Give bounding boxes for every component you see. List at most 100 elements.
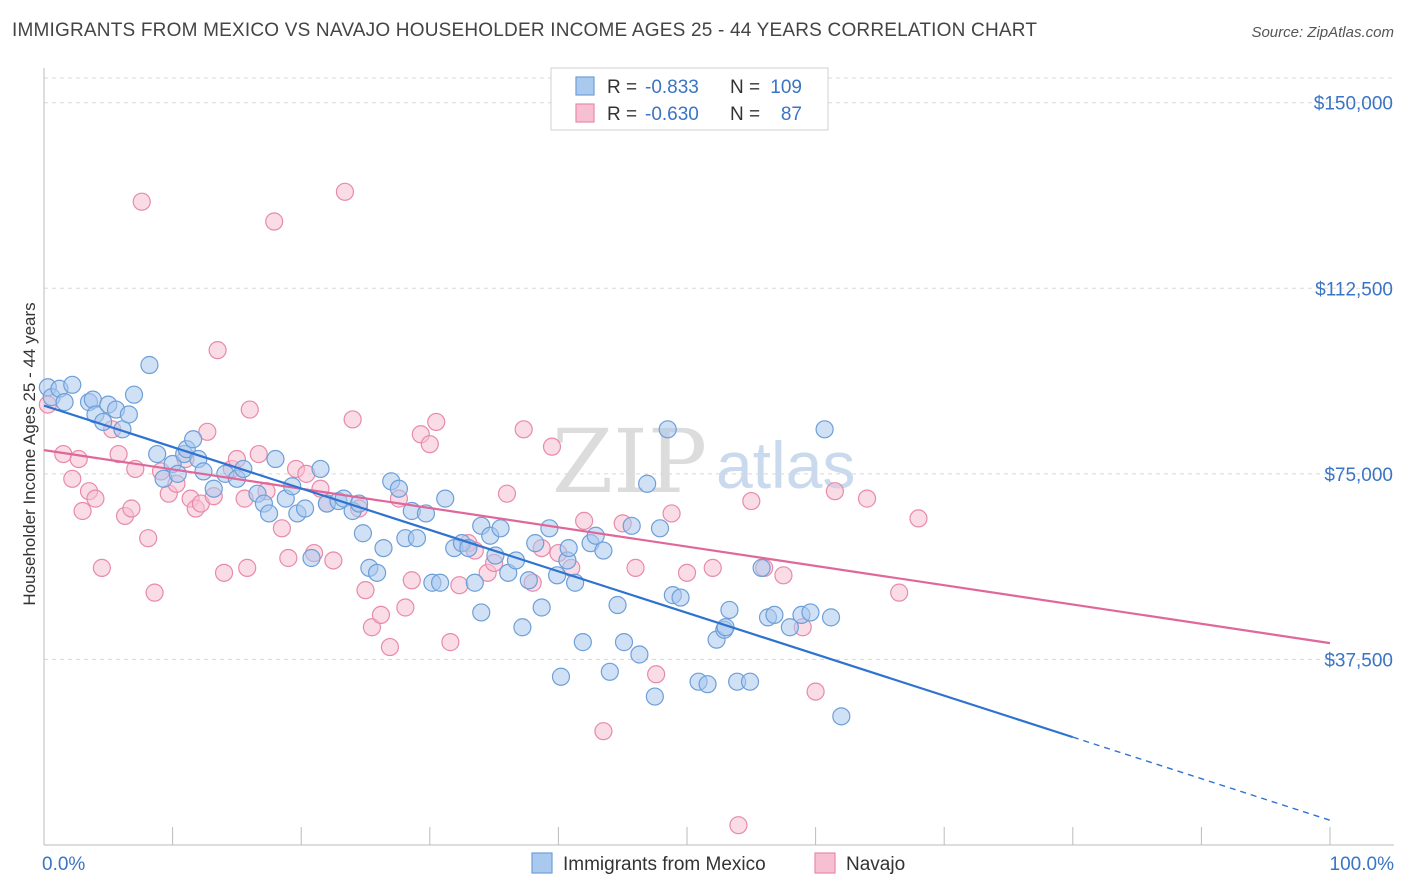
bottom-legend-swatch-mexico — [531, 852, 553, 874]
trendlines — [43, 404, 1331, 821]
mexico-point — [124, 385, 144, 404]
navajo-point — [909, 509, 928, 528]
mexico-point — [573, 633, 592, 652]
legend-r-label-mexico: R = — [607, 77, 637, 98]
mexico-point — [204, 479, 223, 498]
watermark-zip: ZIP — [552, 410, 707, 513]
mexico-point — [752, 558, 771, 577]
mexico-point — [389, 479, 409, 498]
navajo-point — [198, 422, 217, 441]
navajo-point — [450, 576, 469, 595]
mexico-point — [416, 504, 436, 523]
mexico-point — [832, 707, 851, 726]
mexico-trendline — [43, 404, 1074, 739]
navajo-point — [514, 420, 533, 439]
navajo-point — [139, 529, 158, 548]
mexico-trendline-extension — [1072, 736, 1331, 821]
mexico-point — [671, 588, 690, 607]
navajo-point — [214, 563, 234, 582]
navajo-point — [362, 618, 382, 637]
navajo-point — [662, 504, 681, 523]
mexico-point — [148, 444, 167, 464]
y-tick-label: $37,500 — [1324, 650, 1393, 671]
navajo-point — [272, 519, 292, 538]
mexico-point — [548, 566, 567, 585]
legend-n-label-navajo: N = — [730, 104, 760, 125]
navajo-point — [279, 548, 298, 568]
mexico-point — [600, 662, 619, 681]
mexico-point — [259, 504, 279, 523]
mexico-point — [698, 675, 717, 694]
legend-r-value-mexico: -0.833 — [645, 77, 699, 98]
legend-n-label-mexico: N = — [730, 77, 760, 98]
mexico-point — [465, 573, 484, 592]
mexico-point — [295, 499, 315, 518]
navajo-point — [742, 491, 761, 511]
navajo-point — [371, 605, 391, 625]
navajo-point — [427, 412, 446, 432]
mexico-point — [519, 571, 538, 590]
navajo-point — [677, 563, 697, 582]
navajo-point — [145, 583, 164, 602]
navajo-point — [396, 598, 415, 617]
x-tick-label-min: 0.0% — [42, 854, 85, 875]
navajo-trendline — [43, 449, 1331, 645]
x-ticks — [43, 827, 1331, 845]
navajo-point — [774, 566, 793, 585]
mexico-point — [83, 390, 102, 409]
axes — [43, 68, 1394, 846]
mexico-point — [353, 524, 373, 543]
navajo-point — [132, 192, 151, 211]
mexico-point — [55, 393, 74, 412]
mexico-point — [430, 573, 450, 592]
source-label: Source: ZipAtlas.com — [1251, 24, 1394, 41]
mexico-point — [311, 459, 330, 479]
navajo-point — [63, 469, 82, 488]
navajo-point — [626, 558, 645, 577]
navajo-point — [73, 501, 92, 521]
navajo-point — [335, 182, 355, 201]
legend-n-value-navajo: 87 — [781, 104, 802, 125]
legend: R = -0.833 N = 109 R = -0.630 N = 87 — [550, 67, 829, 131]
navajo-point — [497, 484, 517, 503]
navajo-point — [825, 482, 844, 501]
mexico-point — [367, 563, 387, 582]
navajo-point — [238, 558, 257, 577]
navajo-point — [703, 558, 722, 577]
navajo-point — [420, 435, 439, 454]
mexico-point — [622, 516, 641, 535]
mexico-point — [266, 449, 285, 469]
navajo-point — [542, 437, 562, 456]
mexico-point — [594, 541, 613, 560]
navajo-point — [249, 444, 268, 464]
y-tick-labels: $37,500 $75,000 $112,500 $150,000 — [1314, 94, 1393, 672]
mexico-point — [472, 603, 491, 622]
mexico-point — [650, 519, 670, 538]
navajo-point — [857, 489, 877, 508]
mexico-point — [645, 687, 664, 706]
navajo-point — [86, 489, 105, 508]
mexico-point — [630, 645, 649, 664]
mexico-point — [551, 667, 571, 686]
mexico-point — [780, 618, 799, 637]
navajo-point — [69, 449, 88, 469]
mexico-point — [801, 603, 820, 622]
navajo-point — [890, 583, 909, 602]
navajo-point — [380, 637, 400, 657]
mexico-point — [658, 420, 677, 439]
navajo-point — [208, 341, 227, 360]
mexico-point — [407, 529, 427, 548]
navajo-point — [575, 511, 594, 530]
mexico-point — [720, 600, 739, 620]
navajo-point — [240, 400, 259, 419]
mexico-point — [638, 474, 657, 493]
mexico-point — [765, 605, 784, 625]
mexico-point — [436, 489, 455, 508]
legend-box — [550, 67, 829, 131]
legend-swatch-mexico — [575, 76, 595, 96]
mexico-point — [608, 595, 627, 615]
mexico-points — [38, 355, 851, 726]
navajo-point — [356, 581, 375, 600]
mexico-point — [302, 548, 321, 568]
